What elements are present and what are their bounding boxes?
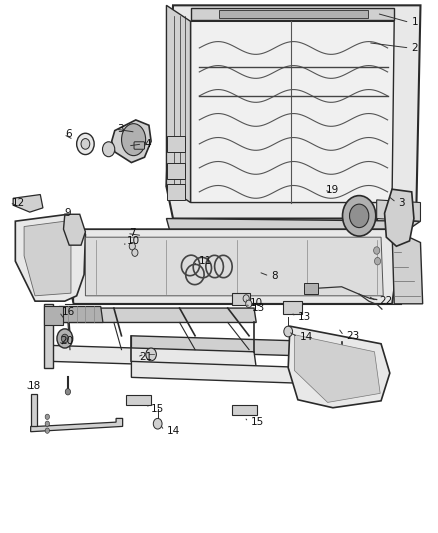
Text: 21: 21 bbox=[139, 352, 152, 362]
Circle shape bbox=[45, 414, 49, 419]
Circle shape bbox=[129, 243, 135, 250]
Text: 16: 16 bbox=[61, 307, 74, 317]
Circle shape bbox=[57, 329, 73, 348]
Polygon shape bbox=[392, 229, 423, 304]
Text: 8: 8 bbox=[272, 271, 278, 281]
Text: 15: 15 bbox=[251, 417, 264, 427]
Polygon shape bbox=[294, 335, 380, 402]
Circle shape bbox=[343, 196, 376, 236]
Polygon shape bbox=[112, 120, 151, 163]
Text: 13: 13 bbox=[252, 303, 265, 313]
Polygon shape bbox=[288, 326, 390, 408]
Polygon shape bbox=[131, 361, 346, 385]
Polygon shape bbox=[50, 345, 256, 368]
Polygon shape bbox=[31, 394, 37, 426]
Text: 14: 14 bbox=[300, 332, 313, 342]
Circle shape bbox=[61, 334, 68, 343]
FancyBboxPatch shape bbox=[283, 301, 302, 314]
FancyBboxPatch shape bbox=[232, 293, 250, 305]
Polygon shape bbox=[166, 5, 420, 245]
Text: 10: 10 bbox=[250, 298, 263, 308]
Circle shape bbox=[102, 142, 115, 157]
Polygon shape bbox=[65, 229, 401, 304]
Polygon shape bbox=[191, 8, 394, 20]
Circle shape bbox=[132, 249, 138, 256]
FancyBboxPatch shape bbox=[232, 405, 257, 415]
Text: 13: 13 bbox=[298, 312, 311, 322]
Circle shape bbox=[45, 421, 49, 426]
Circle shape bbox=[374, 257, 381, 265]
Text: 19: 19 bbox=[326, 185, 339, 195]
Polygon shape bbox=[15, 214, 85, 301]
Polygon shape bbox=[166, 5, 191, 203]
Text: 6: 6 bbox=[66, 130, 72, 139]
FancyBboxPatch shape bbox=[134, 142, 145, 149]
Text: 9: 9 bbox=[65, 208, 71, 218]
Ellipse shape bbox=[121, 124, 145, 156]
Polygon shape bbox=[24, 221, 71, 296]
FancyBboxPatch shape bbox=[167, 163, 185, 179]
Circle shape bbox=[77, 133, 94, 155]
Text: 23: 23 bbox=[346, 331, 359, 341]
Circle shape bbox=[81, 139, 90, 149]
Polygon shape bbox=[131, 336, 344, 357]
Polygon shape bbox=[65, 229, 74, 304]
Polygon shape bbox=[59, 306, 103, 322]
Polygon shape bbox=[191, 21, 394, 203]
Text: 7: 7 bbox=[129, 229, 136, 238]
Circle shape bbox=[284, 326, 293, 337]
Circle shape bbox=[374, 247, 380, 254]
FancyBboxPatch shape bbox=[44, 306, 63, 325]
Circle shape bbox=[65, 389, 71, 395]
Circle shape bbox=[153, 418, 162, 429]
Polygon shape bbox=[219, 10, 368, 18]
Circle shape bbox=[246, 300, 252, 308]
Text: 18: 18 bbox=[28, 382, 41, 391]
FancyBboxPatch shape bbox=[167, 136, 185, 152]
Circle shape bbox=[350, 204, 369, 228]
Text: 20: 20 bbox=[60, 336, 74, 346]
FancyBboxPatch shape bbox=[126, 395, 151, 405]
Text: 14: 14 bbox=[166, 426, 180, 435]
Text: 10: 10 bbox=[127, 236, 140, 246]
Text: 1: 1 bbox=[412, 18, 418, 27]
Circle shape bbox=[146, 348, 156, 361]
Polygon shape bbox=[50, 308, 256, 322]
Polygon shape bbox=[31, 418, 123, 432]
Text: 3: 3 bbox=[399, 198, 405, 207]
Circle shape bbox=[45, 428, 49, 433]
Circle shape bbox=[243, 295, 249, 302]
Text: 12: 12 bbox=[12, 198, 25, 207]
Text: 11: 11 bbox=[199, 256, 212, 266]
Text: 3: 3 bbox=[117, 124, 124, 134]
Text: 4: 4 bbox=[145, 139, 151, 149]
Polygon shape bbox=[377, 200, 420, 221]
Polygon shape bbox=[385, 189, 414, 246]
Polygon shape bbox=[13, 195, 43, 212]
FancyBboxPatch shape bbox=[167, 184, 185, 200]
Polygon shape bbox=[166, 219, 420, 245]
FancyBboxPatch shape bbox=[304, 283, 318, 294]
Polygon shape bbox=[44, 304, 53, 368]
Polygon shape bbox=[85, 237, 383, 296]
Text: 2: 2 bbox=[412, 43, 418, 53]
Polygon shape bbox=[64, 214, 85, 245]
Text: 15: 15 bbox=[151, 404, 164, 414]
Text: 22: 22 bbox=[379, 296, 392, 306]
